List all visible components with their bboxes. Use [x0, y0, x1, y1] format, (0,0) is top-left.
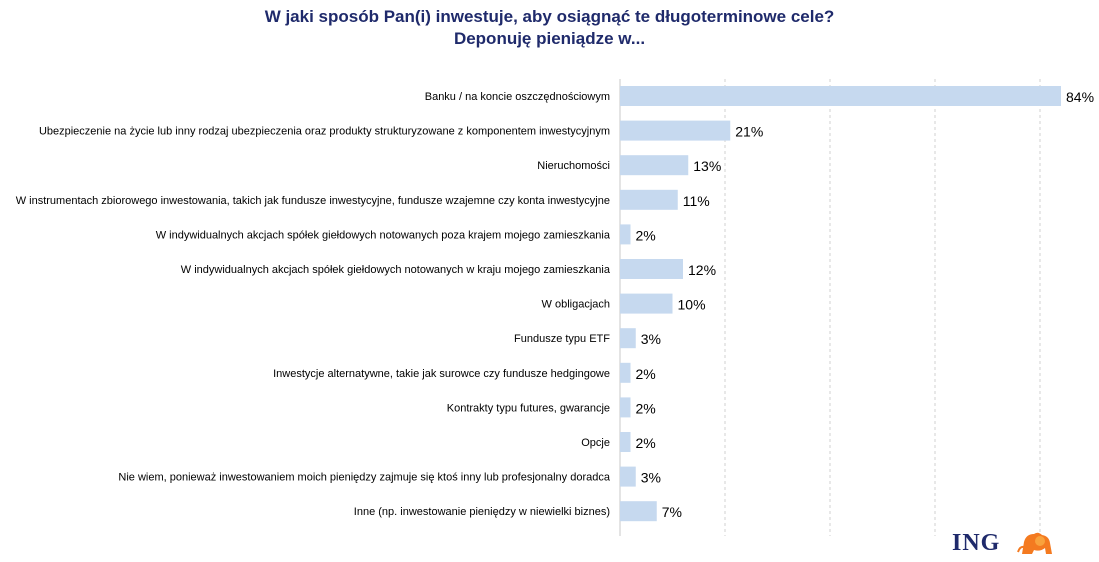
category-label: W indywidualnych akcjach spółek giełdowy… — [181, 264, 611, 276]
value-label: 2% — [636, 366, 656, 382]
category-label: Opcje — [581, 437, 610, 449]
value-label: 7% — [662, 504, 682, 520]
category-label: Inwestycje alternatywne, takie jak surow… — [273, 368, 610, 380]
bar — [620, 466, 636, 487]
bar — [620, 397, 631, 418]
value-label: 10% — [678, 297, 706, 313]
bar — [620, 259, 683, 279]
bar-chart: Banku / na koncie oszczędnościowym 84% Ube… — [16, 79, 1094, 536]
bar — [620, 224, 631, 245]
category-label: Ubezpieczenie na życie lub inny rodzaj u… — [39, 126, 610, 138]
bar — [620, 120, 731, 141]
bar — [620, 501, 657, 522]
value-label: 2% — [636, 227, 656, 243]
bar — [620, 86, 1061, 106]
ing-logo: ING — [952, 528, 1070, 560]
value-label: 3% — [641, 470, 661, 486]
category-label: W obligacjach — [542, 299, 610, 311]
category-label: Fundusze typu ETF — [514, 333, 610, 345]
lion-icon — [1017, 532, 1052, 554]
value-label: 21% — [735, 124, 763, 140]
category-label: Nieruchomości — [537, 160, 610, 172]
value-label: 11% — [683, 193, 710, 209]
value-label: 3% — [641, 331, 661, 347]
chart-title: W jaki sposób Pan(i) inwestuje, aby osią… — [0, 6, 1099, 50]
value-label: 13% — [693, 158, 721, 174]
category-label: Nie wiem, ponieważ inwestowaniem moich p… — [118, 472, 610, 484]
bar — [620, 293, 673, 314]
category-label: Kontrakty typu futures, gwarancje — [447, 402, 610, 414]
value-label: 2% — [636, 435, 656, 451]
logo-text: ING — [952, 530, 1001, 556]
bar — [620, 189, 678, 210]
bar — [620, 155, 689, 176]
category-label: W instrumentach zbiorowego inwestowania,… — [16, 195, 610, 207]
bar — [620, 328, 636, 349]
chart-title-line2: Deponuję pieniądze w... — [453, 29, 646, 48]
bar — [620, 432, 631, 452]
category-label: Banku / na koncie oszczędnościowym — [425, 91, 610, 103]
bar — [620, 362, 631, 383]
value-label: 12% — [688, 262, 716, 278]
value-label: 2% — [636, 400, 656, 416]
chart-title-line1: W jaki sposób Pan(i) inwestuje, aby osią… — [264, 7, 835, 26]
value-label: 84% — [1066, 89, 1094, 105]
category-label: Inne (np. inwestowanie pieniędzy w niewi… — [354, 506, 610, 518]
category-label: W indywidualnych akcjach spółek giełdowy… — [156, 229, 611, 241]
